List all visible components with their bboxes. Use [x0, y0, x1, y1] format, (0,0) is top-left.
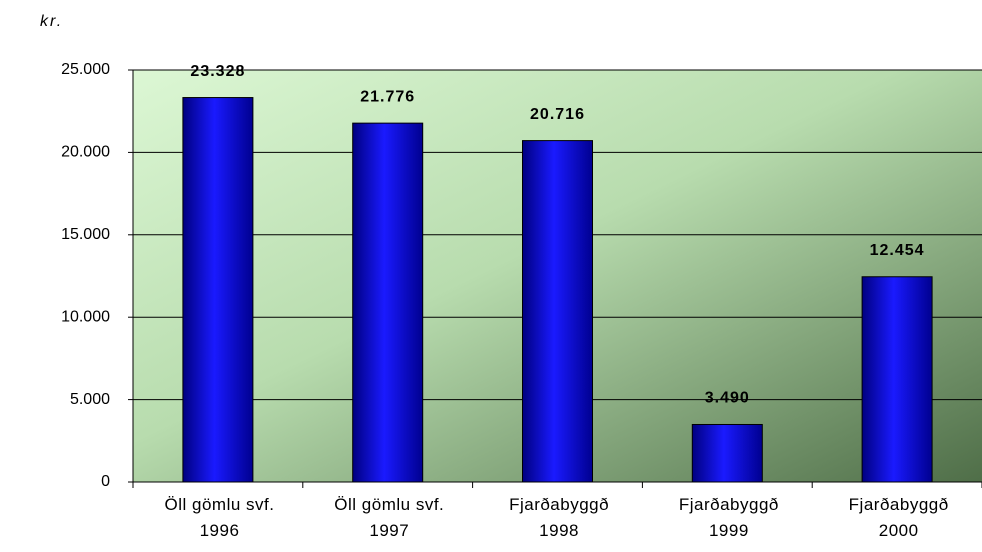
y-axis-label: kr. [40, 13, 63, 30]
x-tick-label: Öll gömlu svf. 1996 [164, 495, 275, 540]
value-label: 23.328 [190, 63, 245, 80]
value-label: 20.716 [530, 106, 585, 123]
x-tick-label: Öll gömlu svf. 1997 [334, 495, 445, 540]
bar [522, 140, 593, 483]
value-label: 21.776 [360, 88, 415, 105]
bar [861, 276, 933, 483]
y-tick-label: 15.000 [61, 226, 110, 243]
value-label: 12.454 [870, 242, 925, 259]
x-tick-label: Fjarðabyggð 1998 [509, 495, 610, 540]
bar [182, 97, 254, 483]
x-tick-label: Fjarðabyggð 1999 [678, 495, 779, 540]
y-tick-label: 0 [101, 473, 110, 490]
y-tick-label: 25.000 [61, 61, 110, 78]
y-tick-label: 5.000 [70, 391, 110, 408]
y-tick-label: 10.000 [61, 308, 110, 325]
bar [352, 122, 424, 483]
value-label: 3.490 [705, 390, 750, 407]
bar [691, 423, 763, 483]
y-tick-label: 20.000 [61, 144, 110, 161]
x-tick-label: Fjarðabyggð 2000 [848, 495, 949, 540]
